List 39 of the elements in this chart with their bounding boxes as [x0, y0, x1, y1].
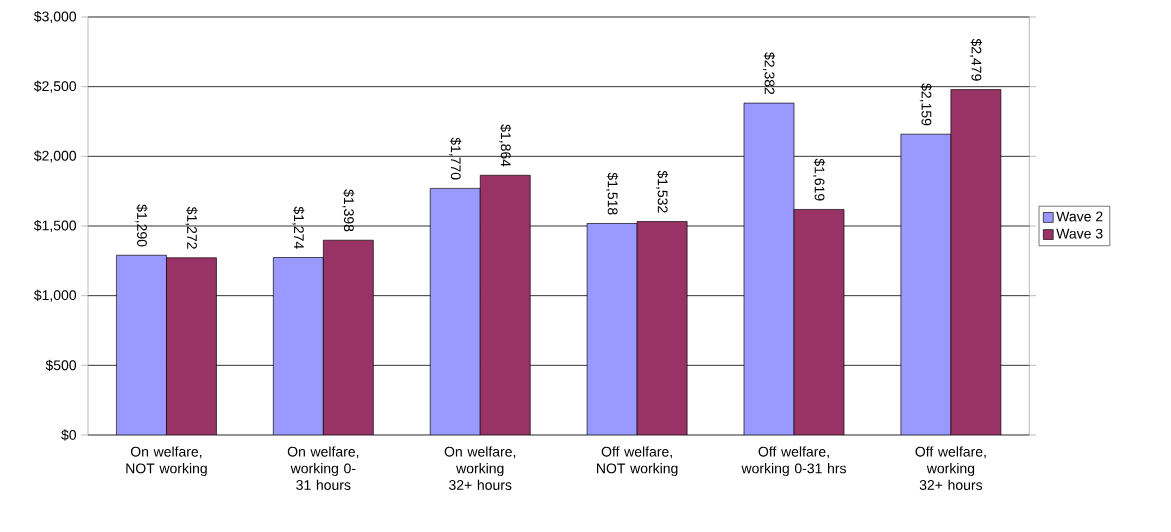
legend-label: Wave 3 — [1056, 228, 1103, 239]
data-label: $1,290 — [135, 204, 148, 247]
data-label: $1,518 — [606, 172, 619, 215]
data-label: $1,398 — [342, 189, 355, 232]
x-tick-label: Off welfare, working 32+ hours — [915, 446, 986, 490]
bar — [273, 257, 324, 435]
x-tick-label: On welfare, working 32+ hours — [444, 446, 516, 490]
data-label: $1,864 — [499, 124, 512, 167]
y-tick-label: $2,500 — [33, 80, 77, 93]
bar — [743, 102, 795, 435]
bar — [636, 221, 688, 435]
data-label: $1,272 — [185, 206, 198, 249]
bar — [793, 209, 845, 435]
y-tick-label: $0 — [61, 429, 77, 441]
y-tick-label: $500 — [45, 359, 77, 371]
bar — [900, 133, 952, 435]
data-label: $2,159 — [919, 83, 932, 126]
x-tick-label: Off welfare, working 0-31 hrs — [741, 446, 846, 477]
data-label: $2,382 — [762, 52, 776, 95]
data-label: $1,274 — [292, 206, 305, 249]
bar — [479, 174, 531, 435]
y-tick-label: $2,000 — [33, 150, 77, 163]
y-tick-label: $1,000 — [33, 289, 77, 302]
bar — [950, 89, 1002, 435]
y-tick-label: $1,500 — [33, 219, 77, 233]
data-label: $1,619 — [812, 158, 826, 201]
x-tick-label: Off welfare, NOT working — [597, 446, 678, 477]
bar — [116, 255, 167, 435]
bar — [166, 257, 217, 435]
legend-label: Wave 2 — [1056, 211, 1103, 222]
data-label: $1,532 — [656, 170, 669, 213]
x-tick-label: On welfare, NOT working — [126, 446, 207, 477]
bar — [429, 188, 481, 435]
bar — [323, 239, 374, 435]
data-label: $2,479 — [969, 38, 982, 81]
y-tick-label: $3,000 — [33, 10, 77, 24]
x-tick-label: On welfare, working 0-31 hours — [287, 446, 359, 490]
bar — [586, 223, 638, 435]
data-label: $1,770 — [449, 137, 462, 180]
